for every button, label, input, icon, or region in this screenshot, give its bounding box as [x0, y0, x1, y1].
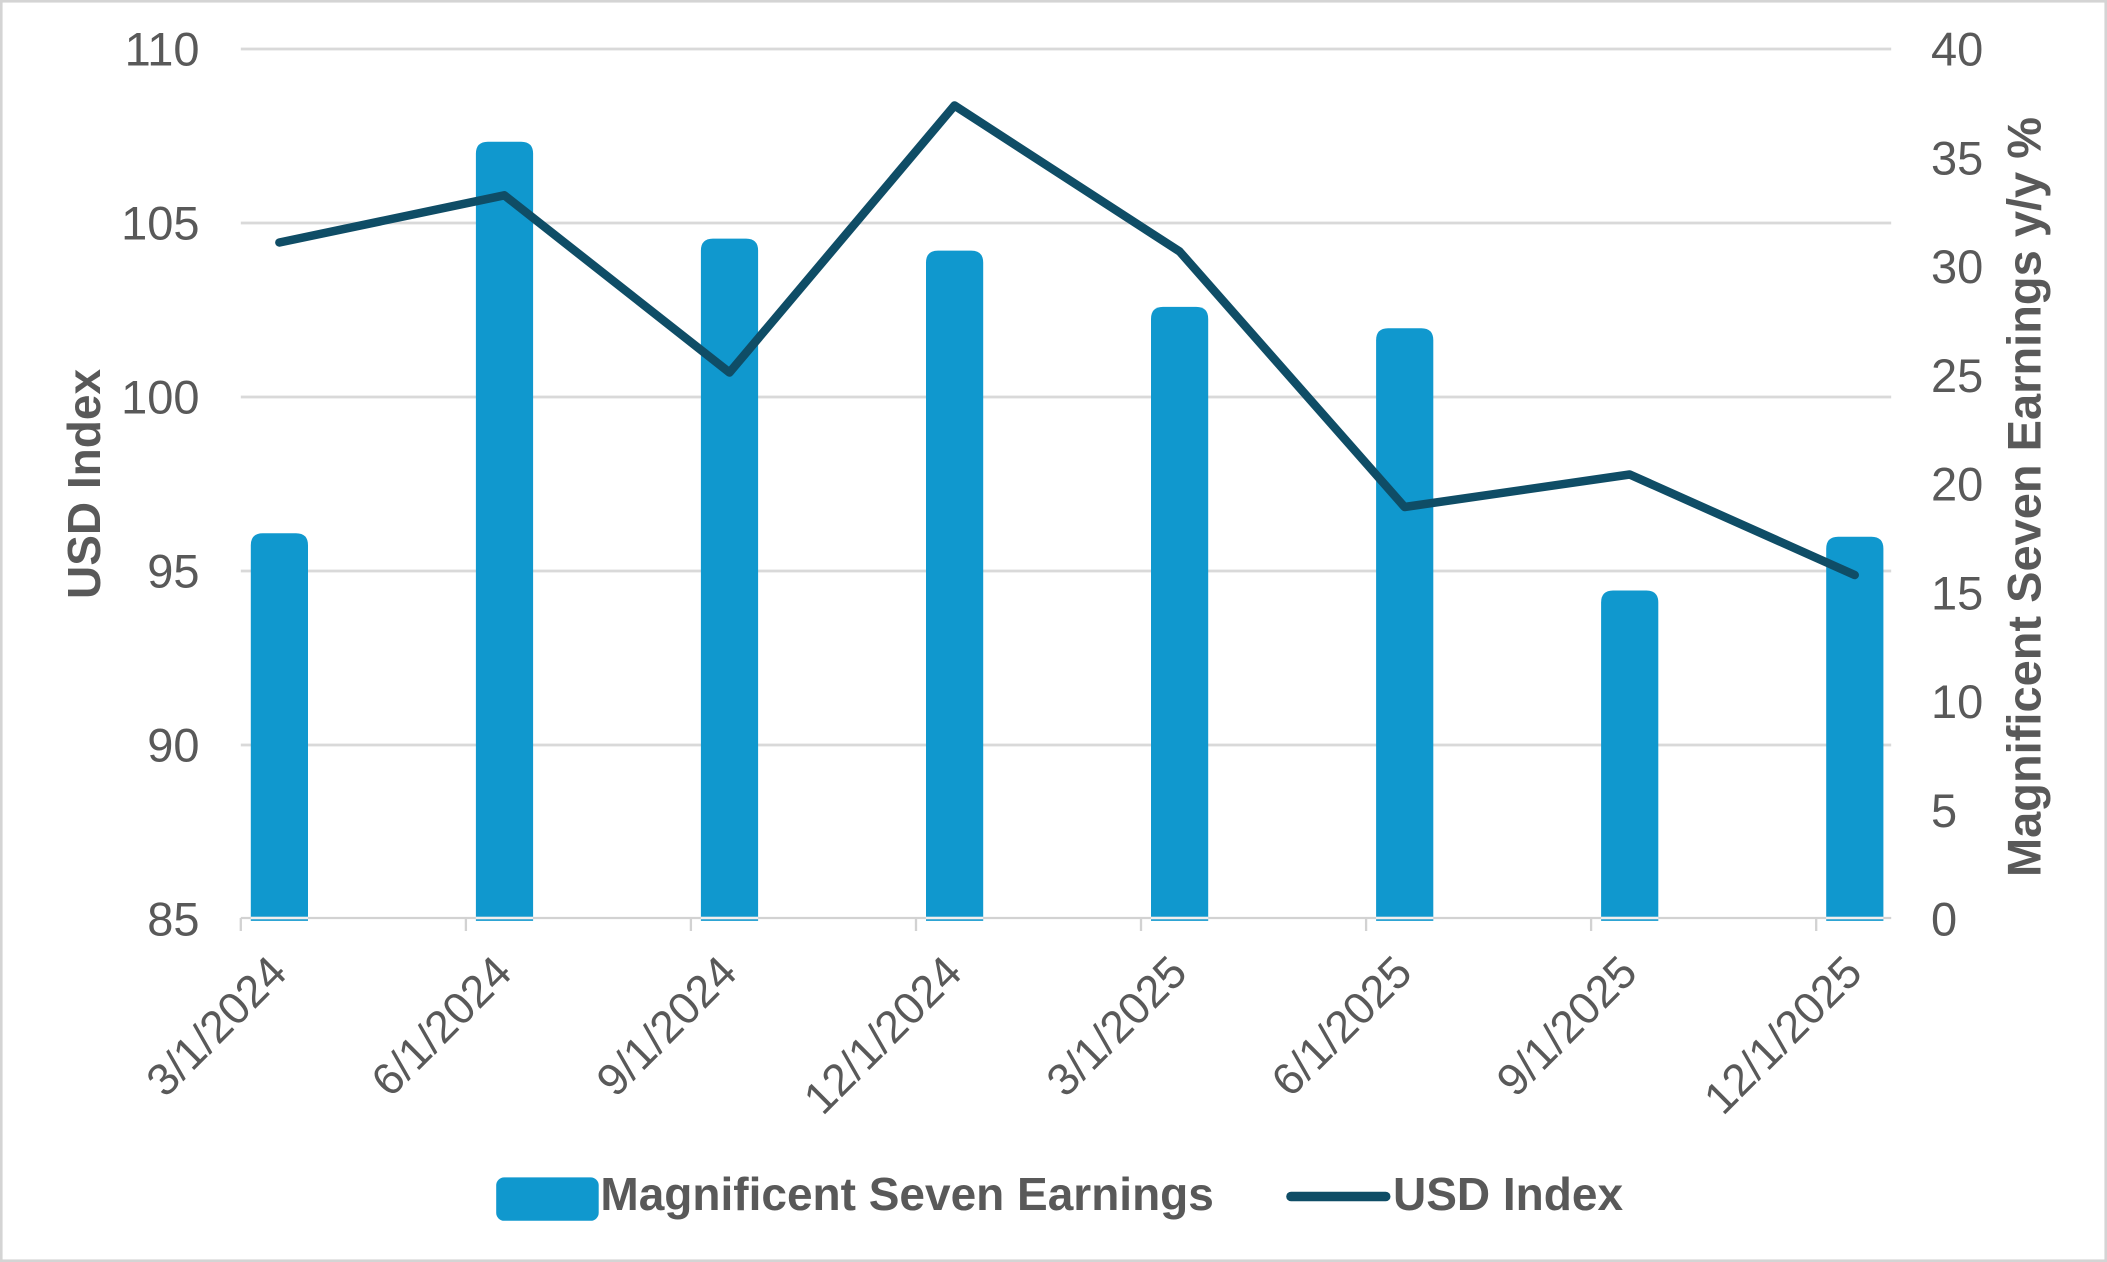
svg-text:5: 5: [1931, 784, 1957, 837]
svg-text:100: 100: [121, 371, 199, 424]
svg-text:10: 10: [1931, 675, 1983, 728]
svg-text:20: 20: [1931, 458, 1983, 511]
svg-text:95: 95: [147, 545, 199, 598]
svg-text:25: 25: [1931, 349, 1983, 402]
svg-text:110: 110: [125, 23, 200, 76]
svg-text:USD Index: USD Index: [58, 369, 110, 599]
svg-text:USD Index: USD Index: [1393, 1168, 1623, 1220]
svg-text:35: 35: [1931, 131, 1983, 184]
svg-text:105: 105: [121, 197, 199, 250]
svg-text:Magnificent Seven Earnings y/y: Magnificent Seven Earnings y/y %: [1998, 117, 2051, 877]
svg-text:90: 90: [147, 719, 199, 772]
svg-text:Magnificent Seven Earnings: Magnificent Seven Earnings: [600, 1168, 1213, 1220]
svg-text:0: 0: [1931, 893, 1957, 946]
svg-text:40: 40: [1931, 23, 1983, 76]
svg-text:15: 15: [1931, 566, 1983, 619]
svg-text:30: 30: [1931, 240, 1983, 293]
svg-text:85: 85: [147, 893, 199, 946]
